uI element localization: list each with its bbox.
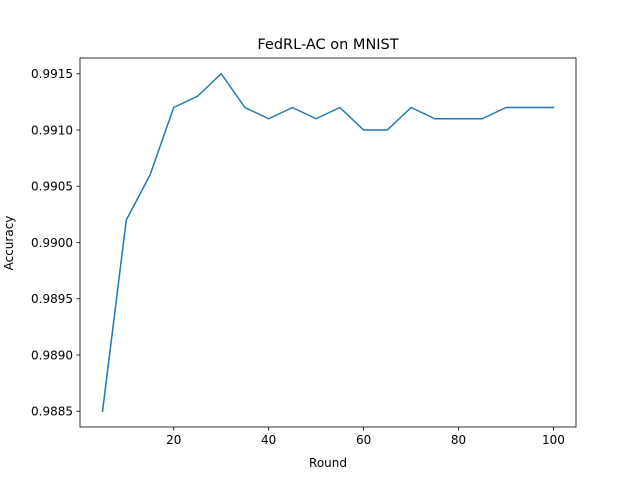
series-line-0	[101, 73, 555, 413]
x-tick-label: 20	[166, 433, 181, 447]
chart-title: FedRL-AC on MNIST	[257, 37, 398, 53]
y-tick-label: 0.9900	[31, 236, 73, 250]
x-axis-label: Round	[309, 456, 347, 470]
x-tick-label: 80	[451, 433, 466, 447]
y-tick-label: 0.9895	[31, 292, 73, 306]
y-axis-label: Accuracy	[2, 216, 16, 271]
y-tick-label: 0.9890	[31, 348, 73, 362]
y-tick-label: 0.9885	[31, 405, 73, 419]
y-tick-label: 0.9910	[31, 123, 73, 137]
y-tick-label: 0.9905	[31, 180, 73, 194]
x-tick-label: 100	[542, 433, 565, 447]
x-tick-label: 40	[261, 433, 276, 447]
x-tick-label: 60	[356, 433, 371, 447]
axis-ticks: 20 40 60 80 100 0.9885 0.9890 0.9895 0.9900 0.990…	[31, 67, 565, 447]
y-tick-label: 0.9915	[31, 67, 73, 81]
